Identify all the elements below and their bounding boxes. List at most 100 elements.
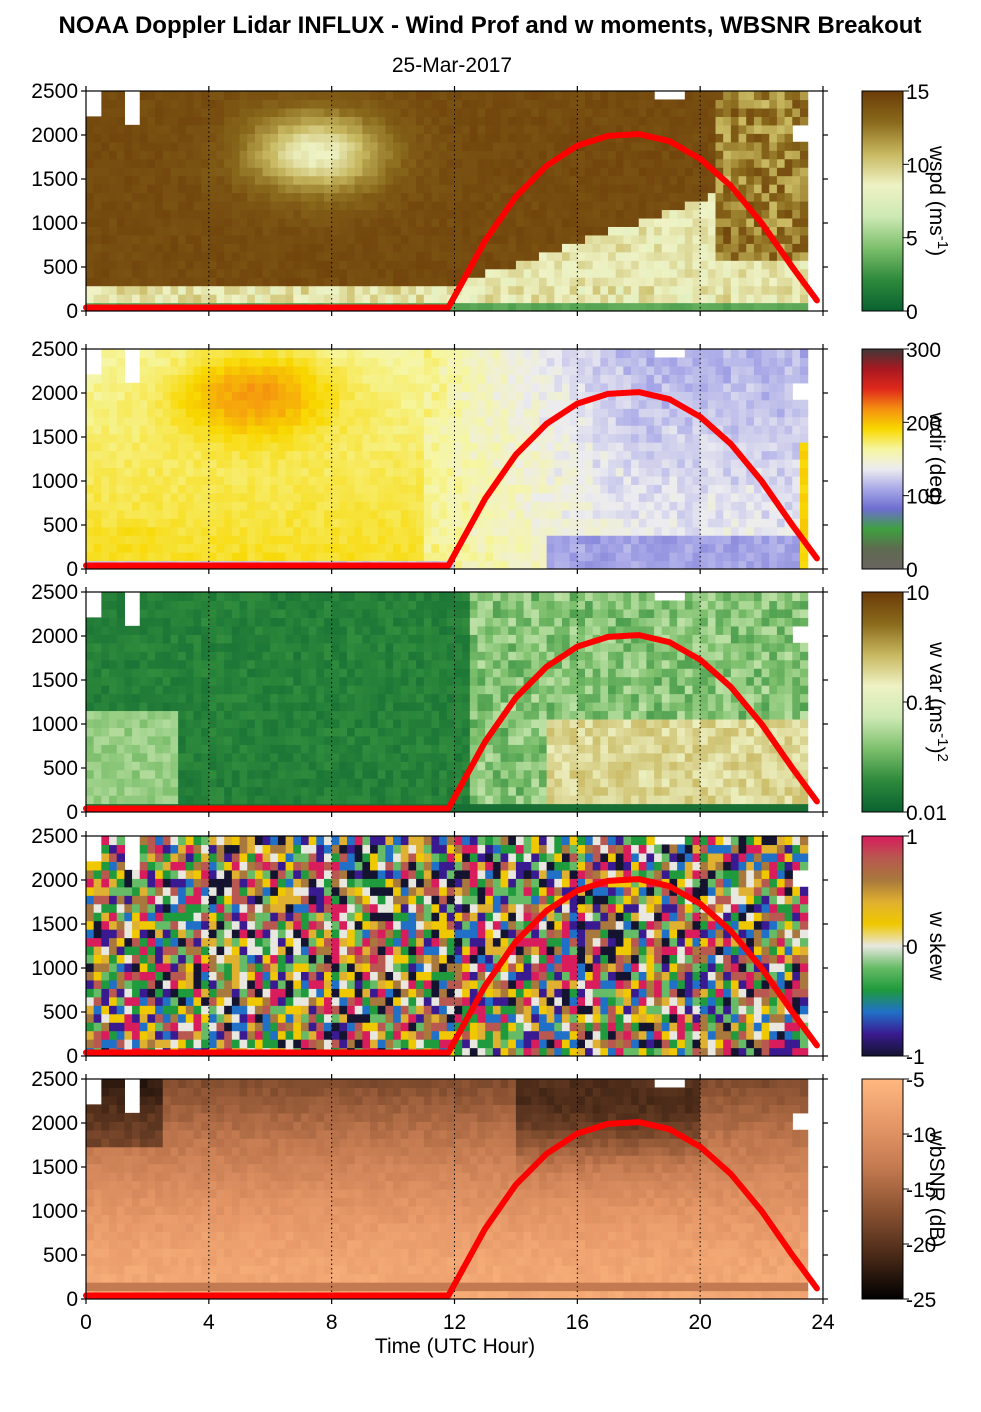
- heatmap-cell: [377, 243, 387, 253]
- heatmap-cell: [561, 492, 571, 502]
- heatmap-cell: [193, 133, 202, 143]
- heatmap-cell: [86, 718, 95, 728]
- heatmap-cell: [109, 535, 118, 545]
- heatmap-cell: [185, 509, 195, 519]
- heatmap-cell: [492, 209, 502, 219]
- heatmap-cell: [753, 484, 763, 494]
- heatmap-cell: [185, 433, 195, 443]
- heatmap-cell: [769, 501, 778, 511]
- heatmap-cell: [546, 535, 555, 545]
- heatmap-cell: [262, 124, 271, 134]
- heatmap-cell: [707, 560, 717, 569]
- heatmap-cell: [132, 141, 141, 151]
- heatmap-cell: [654, 475, 663, 485]
- heatmap-cell: [300, 91, 310, 101]
- heatmap-cell: [377, 234, 387, 244]
- heatmap-cell: [208, 442, 218, 452]
- heatmap-cell: [723, 251, 732, 261]
- heatmap-cell: [93, 634, 102, 644]
- heatmap-cell: [178, 509, 187, 519]
- heatmap-cell: [723, 192, 732, 202]
- heatmap-cell: [730, 543, 740, 553]
- heatmap-cell: [370, 201, 379, 211]
- heatmap-cell: [546, 277, 555, 287]
- heatmap-cell: [723, 217, 732, 227]
- heatmap-cell: [385, 209, 394, 219]
- heatmap-cell: [746, 408, 755, 418]
- heatmap-cell: [492, 374, 502, 384]
- heatmap-cell: [224, 285, 233, 295]
- heatmap-cell: [439, 243, 448, 253]
- heatmap-cell: [569, 535, 578, 545]
- heatmap-cell: [538, 484, 548, 494]
- heatmap-cell: [162, 133, 172, 143]
- heatmap-cell: [500, 150, 509, 160]
- heatmap-cell: [162, 442, 172, 452]
- heatmap-cell: [155, 133, 164, 143]
- heatmap-cell: [354, 141, 363, 151]
- heatmap-cell: [462, 226, 471, 236]
- heatmap-cell: [370, 509, 379, 519]
- heatmap-cell: [646, 518, 655, 528]
- heatmap-cell: [684, 209, 694, 219]
- heatmap-cell: [792, 150, 801, 160]
- heatmap-cell: [201, 357, 210, 367]
- heatmap-cell: [101, 535, 110, 545]
- heatmap-cell: [170, 416, 179, 426]
- heatmap-cell: [239, 492, 248, 502]
- heatmap-cell: [577, 251, 586, 261]
- heatmap-cell: [178, 374, 187, 384]
- heatmap-cell: [677, 234, 686, 244]
- heatmap-cell: [216, 268, 225, 278]
- heatmap-cell: [370, 374, 379, 384]
- heatmap-cell: [300, 475, 310, 485]
- heatmap-cell: [116, 518, 125, 528]
- heatmap-cell: [155, 399, 164, 409]
- heatmap-cell: [109, 184, 118, 194]
- heatmap-cell: [700, 260, 709, 270]
- heatmap-cell: [684, 433, 694, 443]
- heatmap-cell: [132, 277, 141, 287]
- heatmap-cell: [538, 518, 548, 528]
- heatmap-cell: [608, 399, 617, 409]
- heatmap-cell: [615, 209, 624, 219]
- heatmap-cell: [308, 91, 317, 101]
- heatmap-cell: [654, 484, 663, 494]
- heatmap-cell: [761, 526, 770, 536]
- heatmap-cell: [216, 535, 225, 545]
- heatmap-cell: [500, 374, 509, 384]
- y-tick-label: 1000: [31, 470, 78, 493]
- heatmap-cell: [93, 217, 102, 227]
- heatmap-cell: [753, 260, 763, 270]
- heatmap-cell: [254, 158, 264, 168]
- heatmap-cell: [677, 408, 686, 418]
- heatmap-cell: [185, 365, 195, 375]
- heatmap-cell: [623, 501, 632, 511]
- heatmap-cell: [109, 475, 118, 485]
- heatmap-cell: [124, 408, 133, 418]
- heatmap-cell: [608, 124, 617, 134]
- heatmap-cell: [723, 201, 732, 211]
- heatmap-cell: [109, 459, 118, 469]
- heatmap-cell: [523, 518, 532, 528]
- heatmap-cell: [385, 251, 394, 261]
- heatmap-cell: [661, 442, 671, 452]
- heatmap-cell: [654, 150, 663, 160]
- heatmap-cell: [124, 217, 133, 227]
- heatmap-cell: [700, 475, 709, 485]
- heatmap-cell: [393, 535, 402, 545]
- heatmap-cell: [554, 467, 563, 477]
- heatmap-cell: [170, 158, 179, 168]
- heatmap-cell: [400, 357, 410, 367]
- heatmap-cell: [370, 349, 379, 359]
- heatmap-cell: [339, 107, 348, 117]
- heatmap-cell: [600, 416, 609, 426]
- heatmap-cell: [393, 459, 402, 469]
- heatmap-cell: [139, 442, 149, 452]
- heatmap-cell: [193, 217, 202, 227]
- heatmap-cell: [600, 467, 609, 477]
- heatmap-cell: [561, 167, 571, 177]
- heatmap-cell: [185, 294, 195, 304]
- heatmap-cell: [439, 467, 448, 477]
- heatmap-cell: [178, 277, 187, 287]
